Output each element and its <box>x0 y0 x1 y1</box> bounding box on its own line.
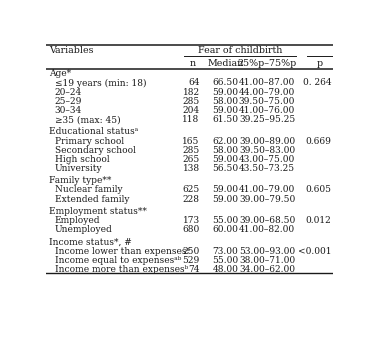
Text: 56.50: 56.50 <box>212 164 239 173</box>
Text: 39.50–75.00: 39.50–75.00 <box>239 97 295 106</box>
Text: Educational statusᵃ: Educational statusᵃ <box>49 127 138 136</box>
Text: 53.00–93.00: 53.00–93.00 <box>239 247 295 256</box>
Text: 59.00: 59.00 <box>212 155 239 164</box>
Text: 30–34: 30–34 <box>55 106 82 115</box>
Text: 48.00: 48.00 <box>212 265 238 274</box>
Text: 61.50: 61.50 <box>212 115 239 124</box>
Text: Nuclear family: Nuclear family <box>55 185 122 194</box>
Text: 285: 285 <box>182 97 200 106</box>
Text: 265: 265 <box>182 155 200 164</box>
Text: 204: 204 <box>182 106 200 115</box>
Text: ≤19 years (min: 18): ≤19 years (min: 18) <box>55 78 147 88</box>
Text: 43.50–73.25: 43.50–73.25 <box>239 164 295 173</box>
Text: 59.00: 59.00 <box>212 185 239 194</box>
Text: University: University <box>55 164 102 173</box>
Text: 74: 74 <box>188 265 200 274</box>
Text: 250: 250 <box>182 247 200 256</box>
Text: Primary school: Primary school <box>55 137 124 146</box>
Text: 58.00: 58.00 <box>212 146 239 155</box>
Text: 41.00–79.00: 41.00–79.00 <box>239 185 295 194</box>
Text: 60.00: 60.00 <box>212 225 238 234</box>
Text: 228: 228 <box>183 194 200 204</box>
Text: 173: 173 <box>182 216 200 225</box>
Text: 20–24: 20–24 <box>55 88 82 97</box>
Text: 165: 165 <box>182 137 200 146</box>
Text: 43.00–75.00: 43.00–75.00 <box>239 155 295 164</box>
Text: High school: High school <box>55 155 110 164</box>
Text: <0.001: <0.001 <box>298 247 332 256</box>
Text: 55.00: 55.00 <box>212 216 239 225</box>
Text: 39.00–79.50: 39.00–79.50 <box>239 194 295 204</box>
Text: Variables: Variables <box>49 45 94 54</box>
Text: 59.00: 59.00 <box>212 194 239 204</box>
Text: 41.00–76.00: 41.00–76.00 <box>239 106 295 115</box>
Text: 39.50–83.00: 39.50–83.00 <box>239 146 295 155</box>
Text: 0.669: 0.669 <box>306 137 332 146</box>
Text: 41.00–87.00: 41.00–87.00 <box>239 78 295 87</box>
Text: Fear of childbirth: Fear of childbirth <box>198 45 283 54</box>
Text: Family type**: Family type** <box>49 176 111 185</box>
Text: 0.012: 0.012 <box>306 216 332 225</box>
Text: 285: 285 <box>182 146 200 155</box>
Text: 0.605: 0.605 <box>306 185 332 194</box>
Text: 529: 529 <box>182 256 200 265</box>
Text: Income equal to expensesᵃᵇ: Income equal to expensesᵃᵇ <box>55 256 181 265</box>
Text: Age*: Age* <box>49 69 71 78</box>
Text: 66.50: 66.50 <box>212 78 239 87</box>
Text: 73.00: 73.00 <box>213 247 238 256</box>
Text: 138: 138 <box>182 164 200 173</box>
Text: Extended family: Extended family <box>55 194 130 204</box>
Text: 34.00–62.00: 34.00–62.00 <box>239 265 295 274</box>
Text: Employment status**: Employment status** <box>49 207 147 216</box>
Text: 39.25–95.25: 39.25–95.25 <box>239 115 295 124</box>
Text: 58.00: 58.00 <box>212 97 239 106</box>
Text: 59.00: 59.00 <box>212 88 239 97</box>
Text: 118: 118 <box>182 115 200 124</box>
Text: Secondary school: Secondary school <box>55 146 136 155</box>
Text: n: n <box>189 59 196 68</box>
Text: 0. 264: 0. 264 <box>303 78 332 87</box>
Text: 39.00–89.00: 39.00–89.00 <box>239 137 295 146</box>
Text: Income more than expensesᵇ: Income more than expensesᵇ <box>55 265 188 274</box>
Text: 64: 64 <box>188 78 200 87</box>
Text: 38.00–71.00: 38.00–71.00 <box>239 256 295 265</box>
Text: 625: 625 <box>182 185 200 194</box>
Text: Unemployed: Unemployed <box>55 225 112 234</box>
Text: 39.00–68.50: 39.00–68.50 <box>239 216 295 225</box>
Text: ≥35 (max: 45): ≥35 (max: 45) <box>55 115 121 124</box>
Text: 680: 680 <box>182 225 200 234</box>
Text: 182: 182 <box>182 88 200 97</box>
Text: Income status*, #: Income status*, # <box>49 237 132 246</box>
Text: p: p <box>317 59 323 68</box>
Text: Income lower than expensesᵃ: Income lower than expensesᵃ <box>55 247 190 256</box>
Text: 25%p–75%p: 25%p–75%p <box>238 59 297 68</box>
Text: 59.00: 59.00 <box>212 106 239 115</box>
Text: 44.00–79.00: 44.00–79.00 <box>239 88 295 97</box>
Text: 62.00: 62.00 <box>213 137 238 146</box>
Text: Employed: Employed <box>55 216 100 225</box>
Text: 55.00: 55.00 <box>212 256 239 265</box>
Text: 41.00–82.00: 41.00–82.00 <box>239 225 295 234</box>
Text: Median: Median <box>207 59 243 68</box>
Text: 25–29: 25–29 <box>55 97 82 106</box>
